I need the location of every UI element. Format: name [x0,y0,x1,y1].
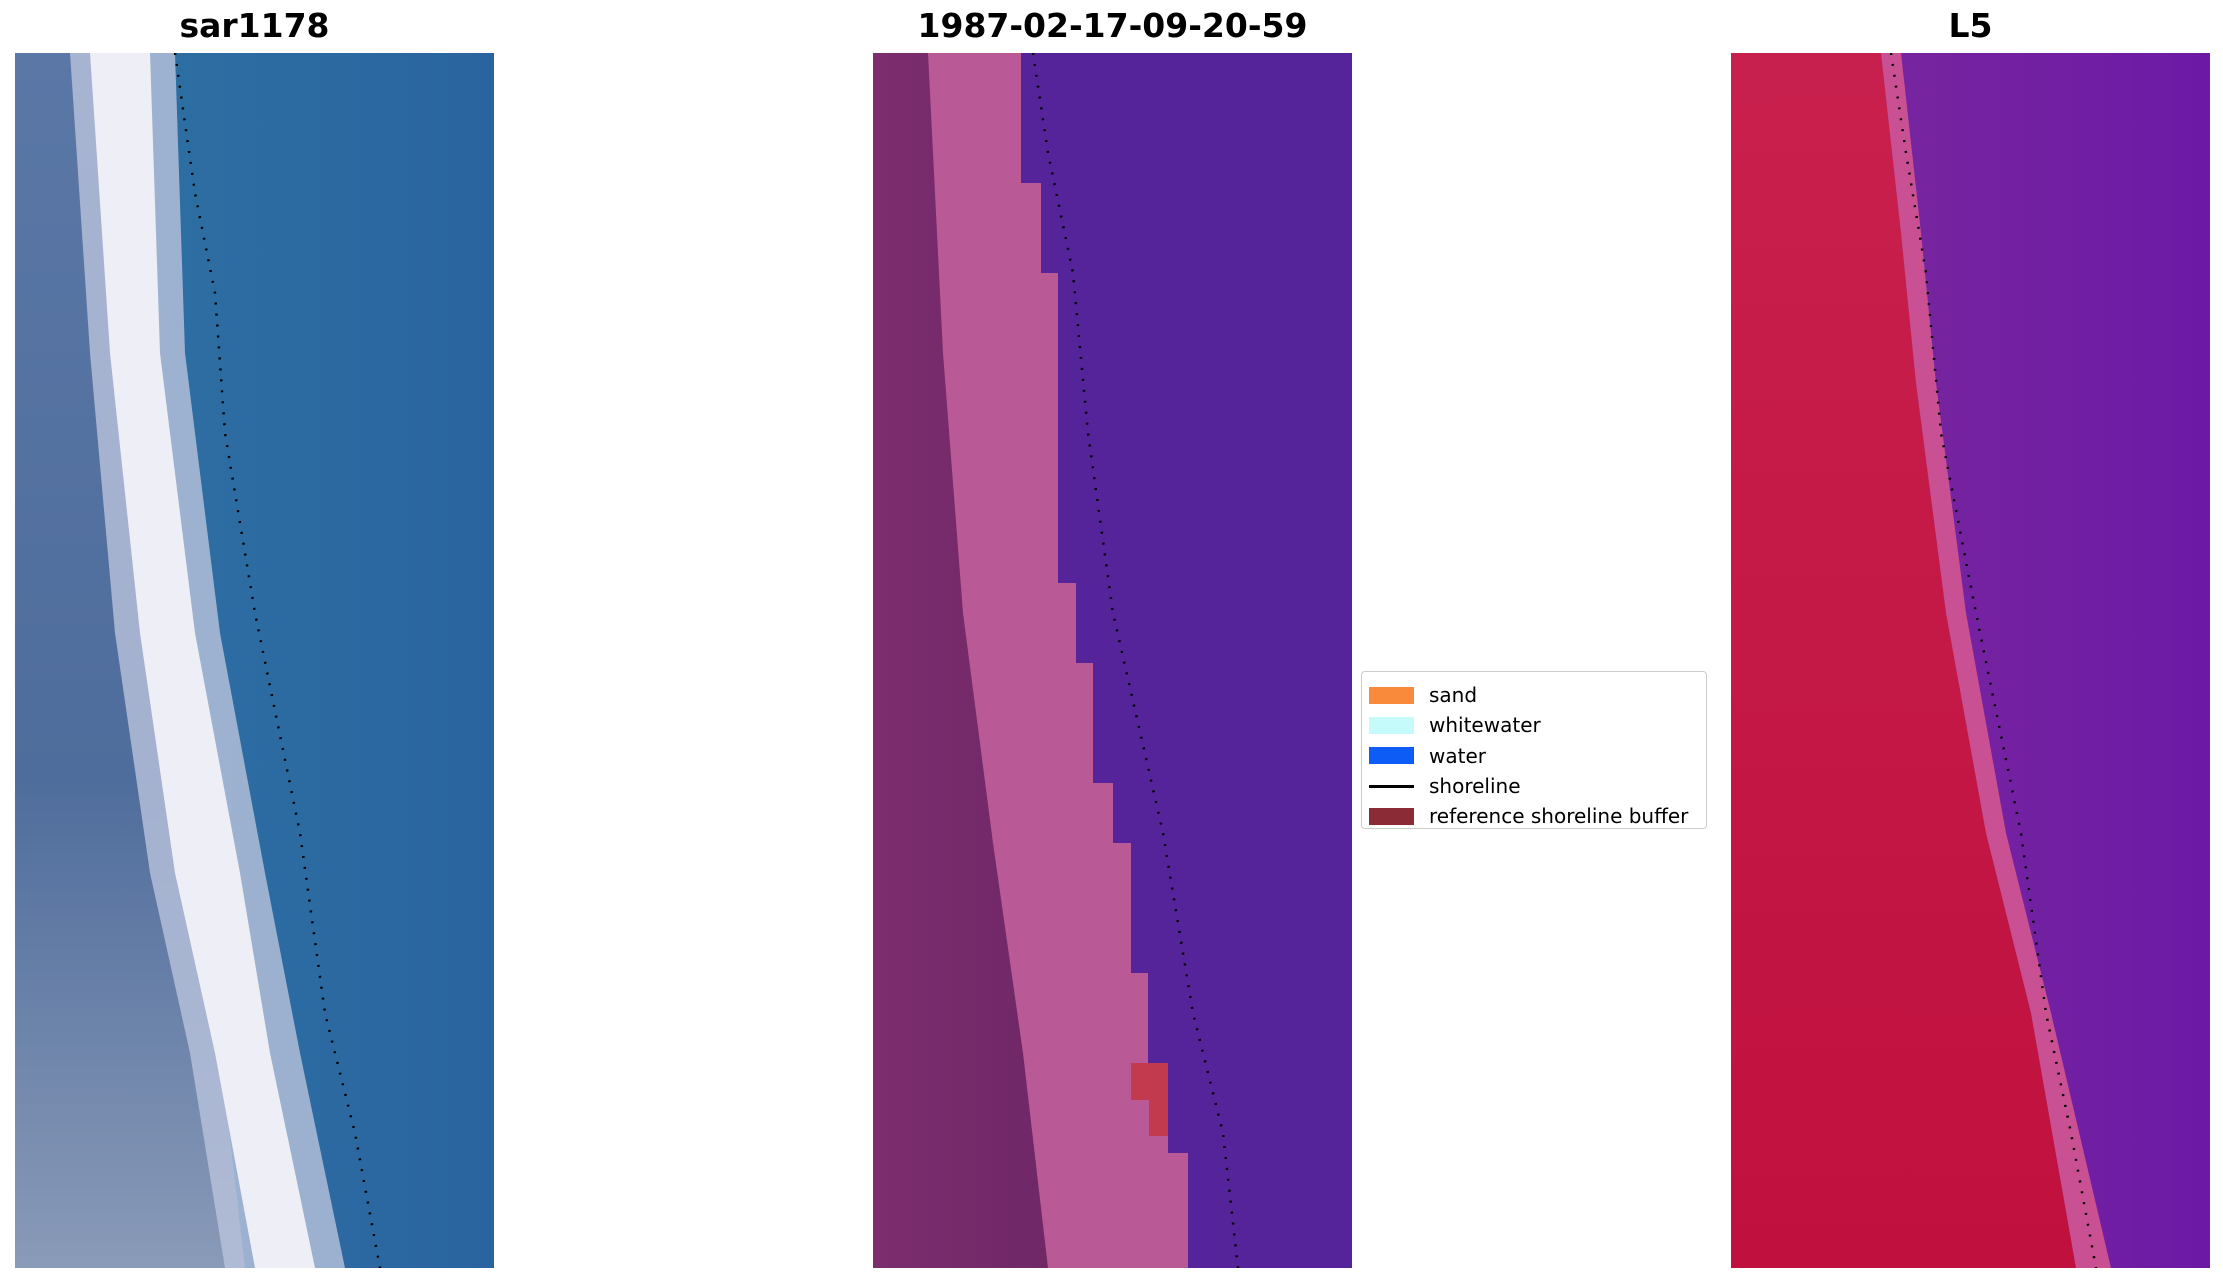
legend-item-whitewater: whitewater [1369,710,1696,740]
legend-item-reference-buffer: reference shoreline buffer [1369,801,1696,831]
legend-item-sand: sand [1369,680,1696,710]
sand-class [928,53,1188,1268]
legend-label: water [1429,743,1486,768]
buffer-patch-lower [1149,1100,1168,1136]
classified-image [873,53,1352,1268]
legend: sand whitewater water shoreline referenc… [1361,671,1707,829]
panel-title-classified: 1987-02-17-09-20-59 [917,6,1308,45]
panel-title-falsecolor: L5 [1948,6,1993,45]
legend-item-water: water [1369,741,1696,771]
falsecolor-image-panel [1731,53,2210,1268]
legend-swatch-sand [1369,686,1414,704]
legend-swatch-water [1369,747,1414,765]
shoreline-classified [1031,53,1240,1268]
legend-label: whitewater [1429,713,1541,738]
panel-title-rgb: sar1178 [179,6,330,45]
classified-image-panel [873,53,1352,1268]
land-falsecolor [1731,53,2076,1268]
falsecolor-image [1731,53,2210,1268]
legend-item-shoreline: shoreline [1369,771,1696,801]
legend-label: reference shoreline buffer [1429,804,1689,829]
beach-falsecolor [1881,53,2111,1268]
legend-swatch-reference-buffer [1369,807,1414,825]
legend-swatch-shoreline [1369,784,1414,788]
legend-swatch-whitewater [1369,716,1414,734]
legend-label: sand [1429,683,1478,708]
buffer-patch-upper [1131,1063,1168,1100]
surf-band [90,53,315,1268]
rgb-image [15,53,494,1268]
legend-label: shoreline [1429,774,1521,799]
rgb-image-panel [15,53,494,1268]
